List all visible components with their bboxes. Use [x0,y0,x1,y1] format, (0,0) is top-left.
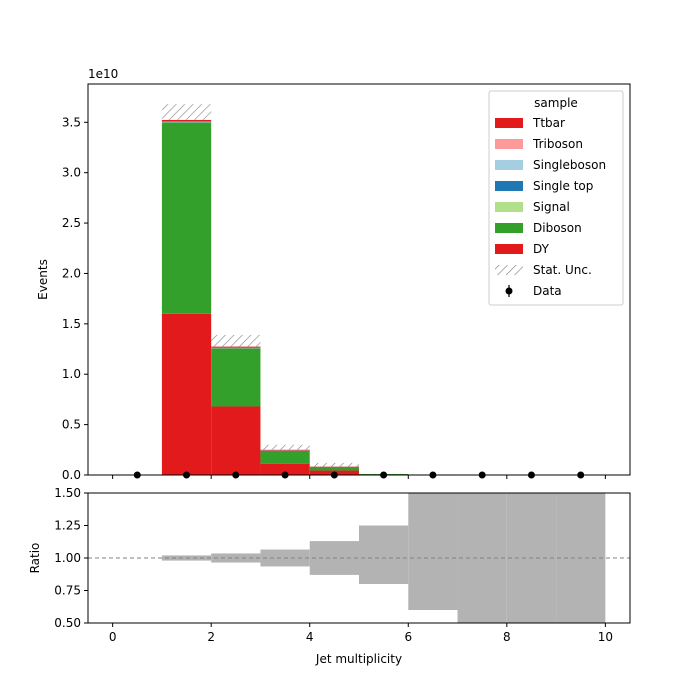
bar-dy-bin-2 [211,406,261,475]
legend-swatch-triboson [495,139,523,149]
legend-swatch-singleboson [495,160,523,170]
legend-swatch-dy [495,244,523,254]
legend-label-single-top: Single top [533,179,593,193]
ratio-ytick-label-2: 1.00 [54,551,81,565]
ratio-band-bin-6 [408,493,458,610]
bar-triboson-bin-2 [211,347,261,349]
ratio-ytick-label-0: 0.50 [54,616,81,630]
ratio-xtick-label-4: 8 [503,630,511,644]
main-ytick-label-4: 2.0 [62,266,81,280]
ratio-xlabel: Jet multiplicity [315,652,402,666]
legend-swatch-ttbar [495,118,523,128]
bar-dy-bin-3 [260,463,310,475]
ratio-xtick-label-1: 2 [207,630,215,644]
main-ylabel: Events [36,259,50,300]
bar-triboson-bin-1 [161,121,212,123]
legend-label-singleboson: Singleboson [533,158,606,172]
bar-dy-bin-1 [161,313,212,475]
ratio-ytick-label-4: 1.50 [54,486,81,500]
ratio-xtick-label-5: 10 [598,630,613,644]
main-axes-frame [87,83,631,476]
legend-label-data: Data [533,284,562,298]
bar-diboson-bin-1 [161,122,212,314]
legend-title: sample [534,96,578,110]
y-offset-text: 1e10 [88,67,118,81]
main-ytick-label-2: 1.0 [62,367,81,381]
legend-swatch-diboson [495,223,523,233]
bar-diboson-bin-3 [260,450,310,464]
legend-label-triboson: Triboson [532,137,583,151]
bar-triboson-bin-3 [260,450,310,451]
bar-ttbar-bin-1 [161,119,212,122]
bar-ttbar-bin-2 [211,346,261,348]
main-ytick-label-1: 0.5 [62,418,81,432]
legend-label-signal: Signal [533,200,570,214]
legend-swatch-data [505,287,513,295]
legend-swatch-single-top [495,181,523,191]
legend: sample Ttbar Triboson Singleboson Single top… [488,90,624,306]
bar-diboson-bin-4 [309,466,359,471]
ratio-xtick-label-3: 6 [404,630,412,644]
ratio-plot: 0.50 0.75 1.00 1.25 1.50 0 2 4 6 8 10 Ratio Jet mult… [28,486,631,666]
main-ytick-label-3: 1.5 [62,317,81,331]
legend-swatch-signal [495,202,523,212]
stat-unc-bin-1 [161,104,212,121]
ratio-ytick-label-1: 0.75 [54,584,81,598]
main-plot: 0.0 0.5 1.0 1.5 2.0 2.5 3.0 3.5 1e10 Events [36,67,631,482]
ratio-band-bin-5 [359,525,409,584]
main-ytick-label-6: 3.0 [62,166,81,180]
legend-label-stat-unc: Stat. Unc. [533,263,592,277]
bar-diboson-bin-2 [211,348,261,407]
legend-swatch-stat-unc [495,265,523,275]
ratio-ylabel: Ratio [28,543,42,574]
stat-unc-bin-3 [260,444,310,450]
ratio-ytick-label-3: 1.25 [54,519,81,533]
ratio-xtick-label-0: 0 [109,630,117,644]
main-ytick-label-5: 2.5 [62,216,81,230]
main-ytick-label-0: 0.0 [62,468,81,482]
bar-ttbar-bin-3 [260,449,310,451]
legend-label-ttbar: Ttbar [532,116,565,130]
bar-ttbar-bin-4 [309,466,359,468]
legend-label-diboson: Diboson [533,221,582,235]
ratio-xtick-label-2: 4 [306,630,314,644]
legend-label-dy: DY [533,242,550,256]
stat-unc-bin-4 [309,462,359,467]
main-ytick-label-7: 3.5 [62,115,81,129]
stat-unc-bin-2 [211,334,261,348]
